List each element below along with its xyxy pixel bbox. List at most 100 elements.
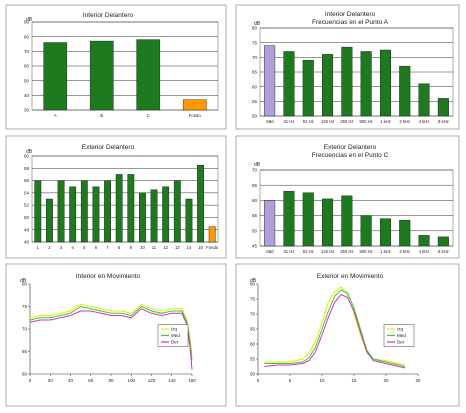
bar bbox=[139, 192, 146, 243]
chart-title: Interior Delantero bbox=[83, 12, 134, 19]
y-tick-label: 40 bbox=[24, 93, 30, 98]
legend-label: Med bbox=[397, 333, 406, 338]
x-tick-label: 4 kHz bbox=[419, 119, 430, 124]
x-tick-label: 20 bbox=[48, 378, 54, 383]
y-axis-label: dB bbox=[26, 17, 33, 23]
y-tick-label: 70 bbox=[250, 312, 256, 317]
x-tick-label: 13 bbox=[175, 245, 180, 250]
y-tick-label: 55 bbox=[252, 213, 258, 218]
y-axis-label: dB bbox=[26, 149, 33, 155]
x-tick-label: A bbox=[54, 113, 57, 118]
x-tick-label: 0 bbox=[29, 378, 32, 383]
series-line-med bbox=[264, 289, 406, 367]
bar bbox=[173, 180, 181, 243]
x-tick-label: 31 Hz bbox=[283, 119, 294, 124]
y-tick-label: 55 bbox=[250, 357, 256, 362]
x-tick-label: C bbox=[147, 113, 150, 118]
x-tick-label: 500 Hz bbox=[360, 119, 373, 124]
series-line-der bbox=[29, 308, 193, 370]
y-tick-label: 65 bbox=[250, 327, 256, 332]
chart-title: Exterior Delantero bbox=[82, 144, 135, 151]
bar bbox=[322, 198, 334, 247]
chart-panel-interior-frecuencias-a: Interior Delantero Frecuencias en el Pun… bbox=[235, 4, 460, 130]
bar bbox=[150, 189, 158, 243]
x-tick-label: Fondo bbox=[189, 113, 202, 118]
x-tick-label: ABd bbox=[266, 249, 275, 254]
legend-box bbox=[157, 324, 189, 347]
x-tick-label: 25 bbox=[415, 378, 421, 383]
bar bbox=[283, 51, 295, 117]
y-tick-label: 60 bbox=[252, 84, 258, 89]
x-tick-label: 3 bbox=[60, 245, 63, 250]
x-tick-label: 2 kHz bbox=[399, 119, 410, 124]
legend-label: Der bbox=[397, 340, 405, 345]
y-tick-label: 58 bbox=[24, 166, 30, 171]
bar bbox=[197, 165, 204, 243]
legend-label: Med bbox=[171, 333, 180, 338]
chart-title: Exterior Delantero bbox=[324, 144, 377, 151]
y-tick-label: 80 bbox=[250, 282, 256, 287]
y-tick-label: 70 bbox=[252, 168, 258, 173]
y-tick-label: 75 bbox=[252, 40, 258, 45]
bar bbox=[69, 186, 77, 243]
y-tick-label: 50 bbox=[24, 215, 30, 220]
bar bbox=[104, 180, 111, 243]
legend-box bbox=[383, 324, 415, 347]
x-tick-label: 1 kHz bbox=[380, 249, 391, 254]
y-tick-label: 45 bbox=[252, 244, 258, 249]
series-line-med bbox=[29, 305, 193, 361]
legend-label: Izq bbox=[171, 327, 178, 332]
y-tick-label: 56 bbox=[24, 178, 30, 183]
chart-panel-exterior-frecuencias-c: Exterior Delantero Frecuencias en el Pun… bbox=[235, 135, 460, 259]
y-tick-label: 60 bbox=[22, 372, 28, 377]
y-tick-label: 50 bbox=[24, 78, 30, 83]
x-tick-label: 31 Hz bbox=[283, 249, 294, 254]
bar bbox=[283, 191, 295, 247]
y-tick-label: 70 bbox=[252, 55, 258, 60]
x-tick-label: 20 bbox=[383, 378, 389, 383]
bar bbox=[80, 180, 88, 243]
x-tick-label: 15 bbox=[198, 245, 203, 250]
x-tick-label: 80 bbox=[108, 378, 114, 383]
bar bbox=[127, 174, 135, 243]
bar bbox=[379, 218, 391, 247]
bar bbox=[264, 200, 276, 247]
x-tick-label: 4 bbox=[72, 245, 75, 250]
x-tick-label: 10 bbox=[319, 378, 325, 383]
plot-area-3: 45 50 55 60 65 70 ABd 31 Hz 63 Hz 125 Hz 250 Hz 500… bbox=[252, 168, 454, 254]
y-tick-label: 55 bbox=[252, 99, 258, 104]
bar bbox=[89, 40, 114, 111]
x-tick-label: 250 Hz bbox=[340, 119, 353, 124]
y-axis-label: dB bbox=[250, 278, 257, 284]
x-tick-label: 0 bbox=[257, 378, 260, 383]
y-tick-label: 80 bbox=[22, 282, 28, 287]
x-tick-label: 40 bbox=[68, 378, 74, 383]
y-tick-label: 48 bbox=[24, 227, 30, 232]
x-tick-label: 250 Hz bbox=[340, 249, 353, 254]
legend-label: Izq bbox=[397, 327, 404, 332]
x-tick-label: 12 bbox=[163, 245, 168, 250]
chart-subtitle: Frecuencias en el Punto C bbox=[312, 152, 389, 159]
bar bbox=[302, 192, 314, 247]
x-tick-label: 1 bbox=[37, 245, 40, 250]
y-axis-label: dB bbox=[254, 21, 261, 27]
x-tick-label: Fondo bbox=[206, 245, 219, 250]
y-tick-label: 65 bbox=[22, 349, 28, 354]
bar bbox=[115, 174, 123, 243]
y-tick-label: 60 bbox=[24, 64, 30, 69]
y-tick-label: 60 bbox=[252, 198, 258, 203]
bar bbox=[46, 198, 53, 243]
y-tick-label: 30 bbox=[24, 108, 30, 113]
bar bbox=[399, 219, 411, 247]
y-tick-label: 60 bbox=[250, 342, 256, 347]
x-tick-label: 10 bbox=[140, 245, 145, 250]
x-tick-label: ABd bbox=[266, 119, 275, 124]
bar bbox=[264, 45, 276, 117]
bar bbox=[92, 186, 100, 243]
x-tick-label: 5 bbox=[289, 378, 292, 383]
bar bbox=[437, 236, 449, 247]
plot-area-1: 50 55 60 65 70 75 80 ABd 31 Hz 63 Hz 125 Hz 250 Hz 5… bbox=[252, 26, 454, 124]
x-tick-label: B bbox=[100, 113, 103, 118]
y-tick-label: 46 bbox=[24, 240, 30, 245]
y-tick-label: 54 bbox=[24, 190, 30, 195]
